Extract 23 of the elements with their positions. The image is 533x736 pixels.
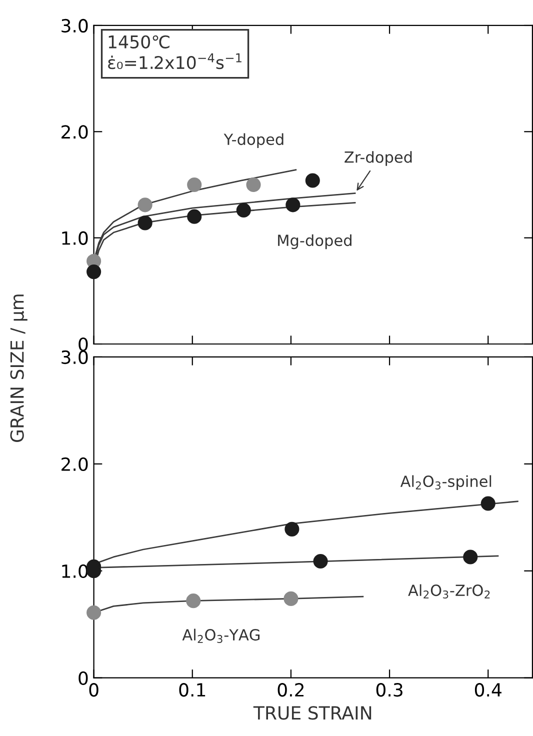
annotation: Y-doped — [224, 133, 284, 148]
y-tick-label: 2.0 — [62, 457, 88, 472]
y-tick-label: 2.0 — [62, 125, 88, 139]
annotation: 1450℃ — [108, 35, 170, 48]
y-tick-label: 3.0 — [62, 18, 88, 33]
x-tick-label: 0.2 — [278, 683, 304, 697]
y-tick-label: 3.0 — [62, 350, 88, 364]
x-tick-label: 0.1 — [179, 683, 206, 697]
annotation: Al$_{2}$O$_{3}$-spinel — [400, 475, 492, 490]
annotation: Mg-doped — [278, 234, 352, 250]
y-tick-label: 0 — [78, 671, 88, 685]
y-tick-label: 0 — [78, 337, 88, 352]
x-axis-title: TRUE STRAIN — [253, 706, 372, 720]
x-tick-label: 0.4 — [474, 683, 502, 697]
annotation: Al$_{2}$O$_{3}$-YAG — [182, 628, 260, 644]
x-tick-label: 0.3 — [376, 683, 402, 697]
y-tick-label: 1.0 — [62, 564, 88, 578]
annotation: Al$_{2}$O$_{3}$-ZrO$_{2}$ — [408, 584, 490, 599]
x-tick-label: 0 — [89, 683, 98, 697]
y-tick-label: 1.0 — [62, 231, 88, 245]
y-axis-title: GRAIN SIZE / μm — [10, 294, 28, 442]
annotation: ε̇₀=1.2x10$^{−4}$s$^{−1}$ — [108, 53, 242, 70]
annotation: Zr-doped — [344, 151, 412, 166]
